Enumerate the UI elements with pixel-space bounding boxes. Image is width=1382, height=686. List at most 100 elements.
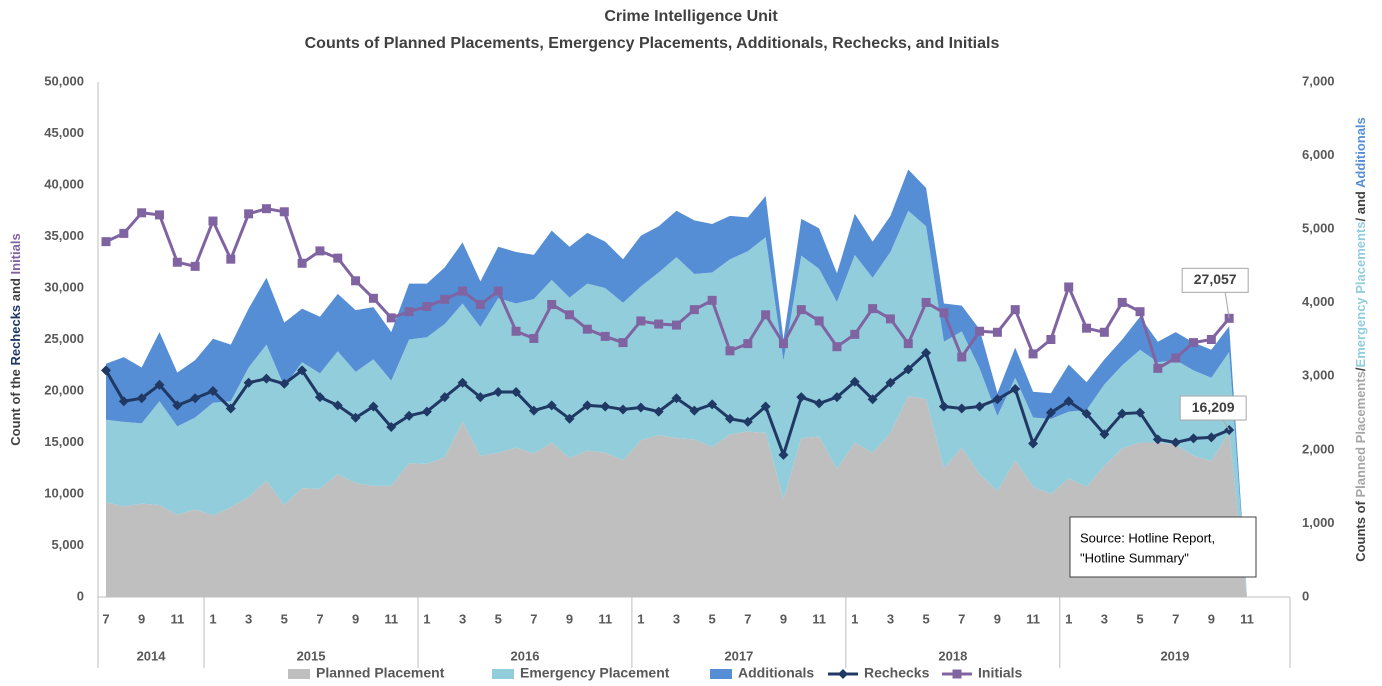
y-tick-label: 15,000 bbox=[44, 434, 84, 449]
marker bbox=[1081, 408, 1092, 419]
chart-subtitle: Counts of Planned Placements, Emergency … bbox=[305, 35, 1000, 52]
marker bbox=[1082, 323, 1092, 333]
y2-tick-label: 2,000 bbox=[1302, 441, 1335, 456]
marker bbox=[564, 413, 575, 424]
marker bbox=[1010, 383, 1021, 394]
x-tick-label: 11 bbox=[598, 611, 612, 626]
year-label: 2017 bbox=[724, 648, 753, 663]
marker bbox=[974, 401, 985, 412]
y-tick-label: 25,000 bbox=[44, 331, 84, 346]
year-label: 2019 bbox=[1160, 648, 1189, 663]
x-tick-label: 1 bbox=[209, 611, 216, 626]
y2-axis-title-part: Planned Placements bbox=[1353, 371, 1368, 497]
marker bbox=[885, 314, 895, 324]
y2-tick-label: 7,000 bbox=[1302, 73, 1335, 88]
marker bbox=[635, 402, 646, 413]
marker bbox=[1170, 437, 1181, 448]
marker bbox=[582, 400, 593, 411]
y-tick-label: 50,000 bbox=[44, 73, 84, 88]
marker bbox=[493, 387, 504, 398]
marker bbox=[921, 347, 932, 358]
marker bbox=[868, 304, 878, 314]
marker bbox=[778, 339, 788, 349]
marker bbox=[1171, 353, 1181, 363]
x-tick-label: 3 bbox=[887, 611, 894, 626]
legend-marker bbox=[838, 669, 848, 679]
marker bbox=[475, 299, 485, 309]
marker bbox=[297, 258, 307, 268]
x-tick-label: 5 bbox=[922, 611, 929, 626]
x-tick-label: 11 bbox=[1240, 611, 1254, 626]
x-tick-label: 1 bbox=[851, 611, 858, 626]
marker bbox=[1099, 327, 1109, 337]
marker bbox=[511, 326, 521, 336]
marker bbox=[154, 210, 164, 220]
y-axis-title-part: Initials bbox=[8, 233, 23, 274]
marker bbox=[225, 403, 236, 414]
marker bbox=[921, 297, 931, 307]
line bbox=[105, 207, 1231, 371]
x-tick-label: 1 bbox=[637, 611, 644, 626]
x-tick-label: 5 bbox=[495, 611, 502, 626]
marker bbox=[261, 373, 272, 384]
x-tick-label: 11 bbox=[170, 611, 184, 626]
marker bbox=[1046, 335, 1056, 344]
marker bbox=[350, 412, 361, 423]
marker bbox=[618, 338, 628, 348]
marker bbox=[207, 386, 218, 396]
marker bbox=[600, 401, 611, 412]
source-box bbox=[1069, 516, 1257, 578]
marker bbox=[582, 324, 592, 334]
y2-tick-label: 0 bbox=[1302, 588, 1309, 603]
marker bbox=[689, 305, 699, 315]
marker bbox=[939, 308, 949, 318]
callout-pointer bbox=[1222, 419, 1230, 431]
data-label: 16,209 bbox=[1192, 399, 1235, 415]
marker bbox=[938, 401, 949, 412]
marker bbox=[885, 377, 896, 388]
x-tick-label: 3 bbox=[245, 611, 252, 626]
marker bbox=[1010, 305, 1020, 315]
y2-axis-title-part: Counts of bbox=[1353, 498, 1368, 562]
legend-swatch bbox=[492, 669, 514, 679]
marker bbox=[654, 319, 664, 329]
marker bbox=[154, 379, 165, 390]
marker bbox=[368, 293, 378, 303]
x-tick-label: 5 bbox=[709, 611, 716, 626]
marker bbox=[386, 422, 397, 433]
x-tick-label: 5 bbox=[281, 611, 288, 626]
x-tick-label: 7 bbox=[958, 611, 965, 626]
marker bbox=[493, 286, 503, 296]
marker bbox=[119, 228, 129, 238]
marker bbox=[600, 331, 610, 341]
marker bbox=[636, 316, 646, 326]
x-tick-label: 7 bbox=[316, 611, 323, 626]
legend-label: Planned Placement bbox=[316, 665, 445, 681]
chart-title: Crime Intelligence Unit bbox=[604, 8, 778, 25]
x-tick-label: 9 bbox=[780, 611, 787, 626]
marker bbox=[546, 400, 557, 411]
x-tick-label: 11 bbox=[384, 611, 398, 626]
marker bbox=[831, 392, 842, 403]
legend-swatch bbox=[288, 669, 310, 679]
marker bbox=[190, 261, 200, 271]
y-tick-label: 35,000 bbox=[44, 228, 84, 243]
x-tick-label: 9 bbox=[1208, 611, 1215, 626]
marker bbox=[101, 237, 111, 247]
marker bbox=[832, 342, 842, 352]
marker bbox=[796, 392, 807, 403]
y-tick-label: 45,000 bbox=[44, 125, 84, 140]
x-tick-label: 9 bbox=[566, 611, 573, 626]
y-axis-title-part: Count of the bbox=[8, 366, 23, 446]
marker bbox=[351, 276, 361, 286]
marker bbox=[1206, 432, 1217, 443]
marker bbox=[332, 400, 343, 411]
year-label: 2015 bbox=[297, 648, 326, 663]
marker bbox=[992, 327, 1002, 337]
marker bbox=[1064, 282, 1074, 292]
area bbox=[106, 396, 1247, 597]
marker bbox=[118, 396, 129, 407]
year-label: 2016 bbox=[511, 648, 540, 663]
y2-tick-label: 3,000 bbox=[1302, 368, 1335, 383]
marker bbox=[244, 209, 254, 219]
